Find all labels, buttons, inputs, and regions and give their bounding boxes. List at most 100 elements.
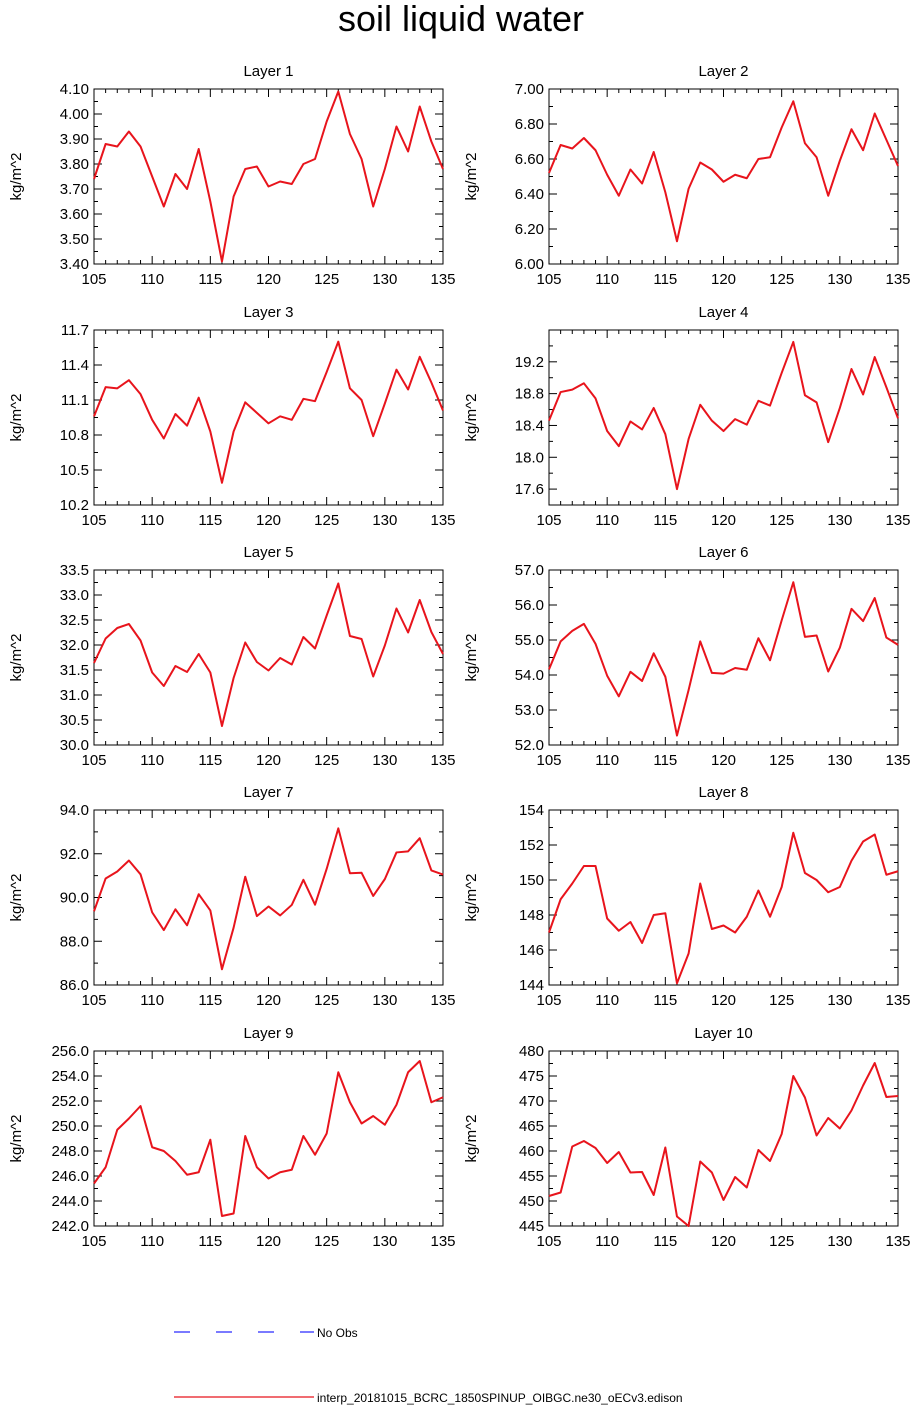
x-tick-label: 115 [198,752,222,769]
plot-frame [93,1050,444,1227]
y-tick-label: 6.40 [515,186,544,203]
x-tick-label: 110 [595,992,619,1009]
x-tick-label: 130 [372,512,397,529]
x-tick-label: 115 [653,271,677,288]
panel-title: Layer 9 [243,1025,293,1042]
figure-title: soil liquid water [338,0,584,39]
y-tick-label: 250.0 [51,1118,89,1135]
x-tick-label: 130 [372,1233,397,1250]
series-line [93,90,444,263]
y-tick-label: 52.0 [515,737,544,754]
y-tick-label: 57.0 [515,562,544,579]
y-axis-label: kg/m^2 [463,634,480,682]
y-tick-label: 18.0 [515,449,544,466]
x-tick-label: 135 [430,1233,455,1250]
x-tick-label: 135 [885,512,910,529]
x-tick-label: 135 [885,752,910,769]
x-tick-label: 105 [81,992,106,1009]
x-tick-label: 120 [256,271,281,288]
y-tick-label: 244.0 [51,1193,89,1210]
y-tick-label: 6.20 [515,221,544,238]
x-tick-label: 120 [711,512,736,529]
y-tick-label: 144 [519,977,544,994]
x-tick-label: 105 [81,512,106,529]
panel-title: Layer 3 [243,304,293,321]
x-tick-label: 115 [198,271,222,288]
panel-title: Layer 10 [694,1025,752,1042]
y-tick-label: 55.0 [515,632,544,649]
x-tick-label: 125 [769,512,794,529]
y-tick-label: 33.5 [60,562,89,579]
series-line [548,100,899,243]
legend-obs-label: No Obs [317,1326,358,1340]
x-tick-label: 135 [430,271,455,288]
plot-frame [548,88,899,265]
y-tick-label: 92.0 [60,846,89,863]
y-tick-label: 32.0 [60,637,89,654]
x-tick-label: 130 [827,752,852,769]
y-tick-label: 246.0 [51,1168,89,1185]
x-tick-label: 125 [769,752,794,769]
y-axis-label: kg/m^2 [463,874,480,922]
y-tick-label: 475 [519,1068,544,1085]
x-tick-label: 105 [536,271,561,288]
y-tick-label: 445 [519,1218,544,1235]
y-tick-label: 3.90 [60,131,89,148]
legend: No Obs interp_20181015_BCRC_1850SPINUP_O… [174,1326,683,1405]
x-tick-label: 115 [198,512,222,529]
y-tick-label: 19.2 [515,354,544,371]
x-tick-label: 120 [256,1233,281,1250]
x-tick-label: 135 [430,992,455,1009]
y-tick-label: 6.80 [515,116,544,133]
panel-layer-3: Layer 3 kg/m^2 105 110 115 120 125 130 135 10.2 10… [8,304,456,529]
x-tick-label: 120 [711,752,736,769]
y-tick-label: 88.0 [60,933,89,950]
x-tick-label: 105 [81,271,106,288]
x-tick-label: 110 [595,1233,619,1250]
panel-title: Layer 5 [243,544,293,561]
x-tick-label: 110 [140,752,164,769]
x-tick-label: 115 [198,1233,222,1250]
x-tick-label: 120 [711,1233,736,1250]
series-line [93,340,444,484]
y-axis-label: kg/m^2 [463,394,480,442]
x-tick-label: 130 [372,752,397,769]
x-tick-label: 135 [885,271,910,288]
x-tick-label: 110 [595,512,619,529]
y-tick-label: 3.50 [60,231,89,248]
x-tick-label: 110 [140,271,164,288]
series-line [548,1062,899,1227]
y-tick-label: 3.60 [60,206,89,223]
y-tick-label: 54.0 [515,667,544,684]
x-tick-label: 125 [314,752,339,769]
y-tick-label: 3.70 [60,181,89,198]
plot-frame [93,88,444,265]
panels: Layer 1 kg/m^2 105 110 115 120 125 130 135 3.40 3.… [8,63,911,1250]
y-tick-label: 94.0 [60,802,89,819]
x-tick-label: 125 [314,271,339,288]
y-tick-label: 460 [519,1143,544,1160]
y-tick-label: 3.80 [60,156,89,173]
y-tick-label: 6.00 [515,256,544,273]
y-tick-label: 31.5 [60,662,89,679]
x-tick-label: 125 [769,1233,794,1250]
y-tick-label: 480 [519,1043,544,1060]
panel-title: Layer 4 [698,304,748,321]
y-tick-label: 254.0 [51,1068,89,1085]
x-tick-label: 115 [198,992,222,1009]
y-tick-label: 53.0 [515,702,544,719]
x-tick-label: 105 [81,1233,106,1250]
x-tick-label: 125 [314,1233,339,1250]
y-axis-label: kg/m^2 [8,1115,25,1163]
y-axis-label: kg/m^2 [8,874,25,922]
x-tick-label: 105 [81,752,106,769]
y-tick-label: 248.0 [51,1143,89,1160]
panel-layer-2: Layer 2 kg/m^2 105 110 115 120 125 130 135 6.00 6.… [463,63,911,288]
plot-frame [93,329,444,506]
series-line [548,831,899,985]
y-tick-label: 86.0 [60,977,89,994]
x-tick-label: 115 [653,1233,677,1250]
y-tick-label: 11.7 [61,322,89,339]
y-tick-label: 6.60 [515,151,544,168]
